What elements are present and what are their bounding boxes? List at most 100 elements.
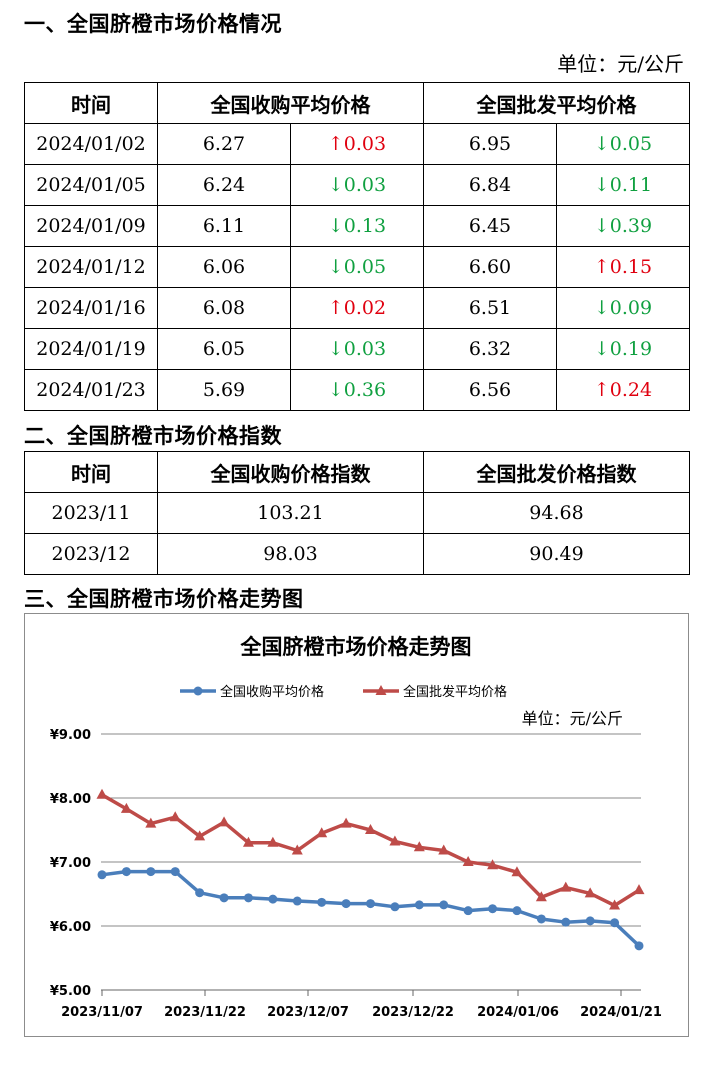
- arrow-down-icon: ↓: [593, 338, 610, 360]
- y-tick-label: ¥5.00: [50, 984, 91, 999]
- arrow-down-icon: ↓: [593, 297, 610, 319]
- wholesale-change-cell: ↓0.11: [556, 164, 690, 206]
- section-2-title: 二、全国脐橙市场价格指数: [24, 423, 282, 448]
- x-tick-label: 2023/12/22: [372, 1005, 454, 1020]
- data-point: [218, 816, 230, 827]
- table-row: 2024/01/02 6.27 ↑0.03 6.95 ↓0.05: [24, 123, 690, 165]
- data-point: [96, 788, 108, 799]
- change-value: 0.24: [609, 379, 653, 401]
- unit-label: 单位：元/公斤: [557, 52, 684, 76]
- change-value: 0.03: [343, 133, 387, 155]
- data-point: [341, 899, 351, 909]
- buy-change-cell: ↓0.03: [290, 164, 424, 206]
- data-point: [170, 867, 180, 877]
- section-3-title: 三、全国脐橙市场价格走势图: [24, 586, 304, 611]
- wholesale-price-cell: 6.45: [423, 205, 557, 247]
- buy-price-cell: 6.11: [157, 205, 291, 247]
- data-point: [317, 897, 327, 907]
- wholesale-index-cell: 94.68: [423, 492, 690, 534]
- arrow-down-icon: ↓: [327, 338, 344, 360]
- y-tick-label: ¥9.00: [50, 728, 91, 743]
- buy-change-cell: ↑0.03: [290, 123, 424, 165]
- buy-change-cell: ↓0.05: [290, 246, 424, 288]
- series-wholesale-avg: [96, 788, 645, 910]
- buy-price-cell: 6.05: [157, 328, 291, 370]
- index-table-header: 时间 全国收购价格指数 全国批发价格指数: [24, 451, 690, 493]
- buy-price-cell: 6.24: [157, 164, 291, 206]
- series-buy-avg: [97, 867, 644, 951]
- data-point: [389, 835, 401, 846]
- y-tick-label: ¥8.00: [50, 792, 91, 807]
- arrow-down-icon: ↓: [327, 379, 344, 401]
- data-point: [316, 827, 328, 838]
- table-row: 2023/11 103.21 94.68: [24, 492, 690, 534]
- data-point: [439, 900, 449, 910]
- wholesale-change-cell: ↓0.19: [556, 328, 690, 370]
- table-row: 2024/01/05 6.24 ↓0.03 6.84 ↓0.11: [24, 164, 690, 206]
- data-point: [268, 894, 278, 904]
- chart-series: [96, 788, 645, 951]
- data-point: [195, 888, 205, 898]
- x-tick-label: 2023/12/07: [267, 1005, 349, 1020]
- date-cell: 2024/01/12: [24, 246, 158, 288]
- data-point: [414, 900, 424, 910]
- change-value: 0.03: [343, 174, 387, 196]
- change-value: 0.36: [343, 379, 387, 401]
- data-point: [291, 844, 303, 855]
- header-date: 时间: [24, 82, 158, 124]
- arrow-down-icon: ↓: [327, 215, 344, 237]
- data-point: [366, 899, 375, 909]
- trend-chart: 全国脐橙市场价格走势图 全国收购平均价格 全国批发平均价格 单位：元/公斤 ¥5.…: [24, 613, 689, 1037]
- wholesale-change-cell: ↑0.15: [556, 246, 690, 288]
- wholesale-price-cell: 6.95: [423, 123, 557, 165]
- change-value: 0.19: [609, 338, 653, 360]
- legend-marker: [375, 685, 387, 695]
- data-point: [584, 887, 596, 898]
- change-value: 0.05: [609, 133, 653, 155]
- data-point: [267, 836, 279, 847]
- data-point: [97, 870, 107, 880]
- legend-label: 全国收购平均价格: [220, 684, 324, 700]
- legend-marker: [193, 686, 203, 696]
- data-point: [365, 824, 376, 834]
- date-cell: 2023/11: [24, 492, 158, 534]
- change-value: 0.09: [609, 297, 653, 319]
- data-point: [560, 881, 572, 892]
- wholesale-change-cell: ↓0.39: [556, 205, 690, 247]
- data-point: [511, 866, 523, 877]
- data-point: [292, 896, 302, 906]
- change-value: 0.02: [343, 297, 387, 319]
- change-value: 0.39: [609, 215, 653, 237]
- data-point: [585, 916, 595, 926]
- series-line: [101, 869, 641, 948]
- data-point: [487, 859, 499, 870]
- table-row: 2024/01/09 6.11 ↓0.13 6.45 ↓0.39: [24, 205, 690, 247]
- chart-title: 全国脐橙市场价格走势图: [240, 635, 472, 659]
- y-tick-label: ¥6.00: [50, 920, 91, 935]
- wholesale-price-cell: 6.51: [423, 287, 557, 329]
- trend-chart-svg: 全国脐橙市场价格走势图 全国收购平均价格 全国批发平均价格 单位：元/公斤 ¥5.…: [50, 635, 662, 1020]
- y-tick-label: ¥7.00: [50, 856, 91, 871]
- chart-unit-label: 单位：元/公斤: [522, 709, 623, 728]
- wholesale-index-cell: 90.49: [423, 533, 690, 575]
- change-value: 0.11: [609, 174, 653, 196]
- data-point: [169, 811, 181, 822]
- data-point: [633, 884, 645, 895]
- data-point: [488, 904, 498, 914]
- data-point: [610, 918, 620, 928]
- date-cell: 2024/01/16: [24, 287, 158, 329]
- header-buy-index: 全国收购价格指数: [157, 451, 424, 493]
- buy-index-cell: 103.21: [157, 492, 424, 534]
- change-value: 0.03: [343, 338, 387, 360]
- data-point: [634, 941, 644, 951]
- buy-price-cell: 6.06: [157, 246, 291, 288]
- table-row: 2024/01/19 6.05 ↓0.03 6.32 ↓0.19: [24, 328, 690, 370]
- arrow-down-icon: ↓: [327, 174, 344, 196]
- date-cell: 2024/01/02: [24, 123, 158, 165]
- header-wholesale-avg: 全国批发平均价格: [423, 82, 690, 124]
- wholesale-change-cell: ↓0.09: [556, 287, 690, 329]
- table-row: 2024/01/12 6.06 ↓0.05 6.60 ↑0.15: [24, 246, 690, 288]
- data-point: [561, 917, 571, 927]
- buy-price-cell: 5.69: [157, 369, 291, 411]
- buy-price-cell: 6.27: [157, 123, 291, 165]
